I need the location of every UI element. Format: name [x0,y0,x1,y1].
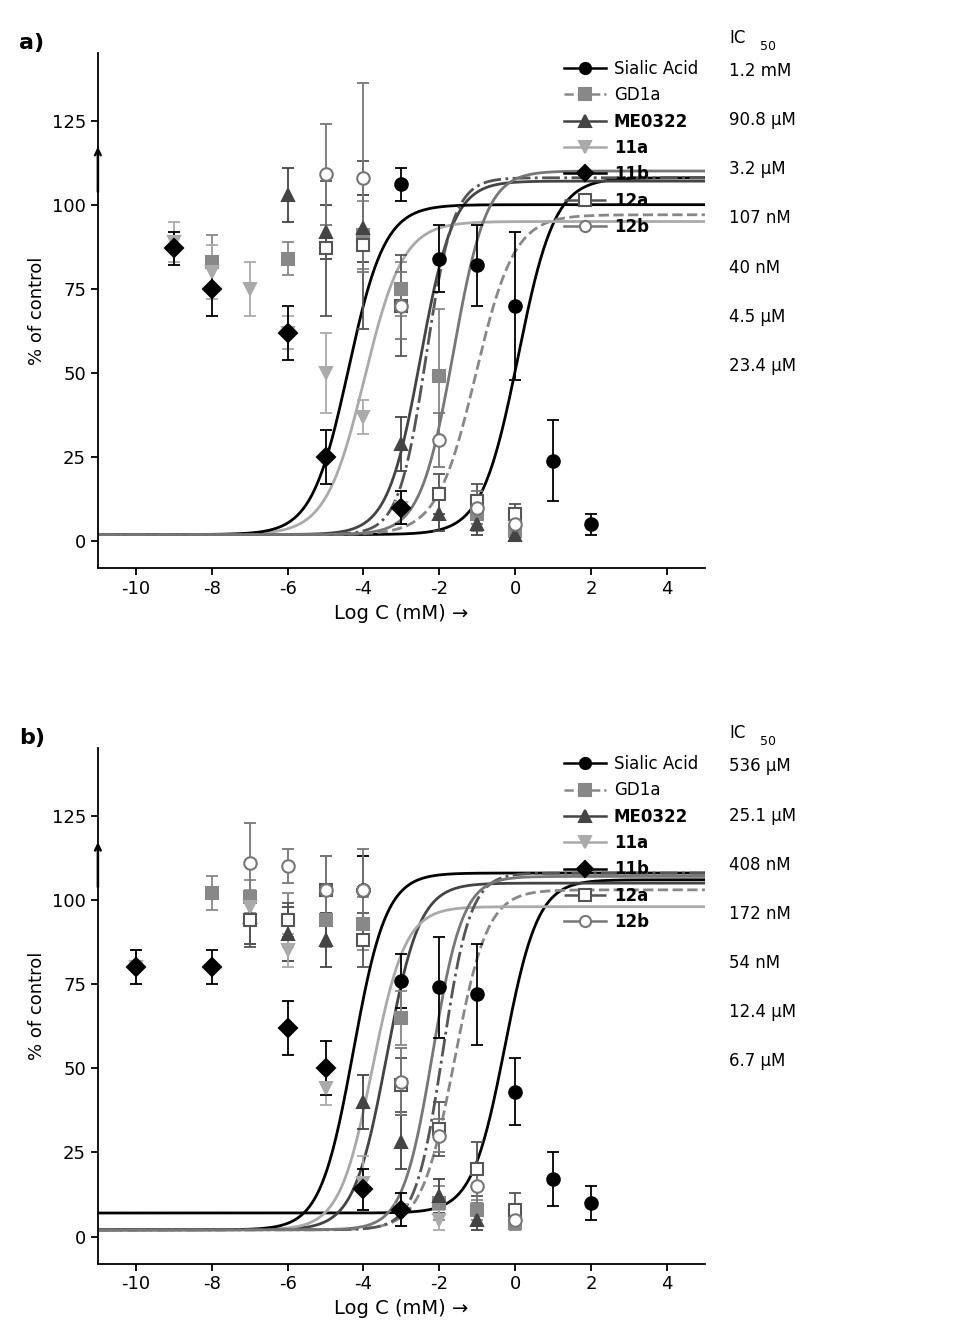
X-axis label: Log C (mM) →: Log C (mM) → [333,604,468,622]
Text: 50: 50 [759,735,775,749]
Text: a): a) [19,33,44,53]
Text: b): b) [19,728,45,747]
Text: 90.8 μM: 90.8 μM [729,112,795,129]
Text: 3.2 μM: 3.2 μM [729,161,785,178]
Text: 4.5 μM: 4.5 μM [729,307,785,326]
Text: IC: IC [729,28,745,47]
Text: 12.4 μM: 12.4 μM [729,1003,796,1021]
Text: 23.4 μM: 23.4 μM [729,356,796,375]
Text: 54 nM: 54 nM [729,954,779,972]
Text: 408 nM: 408 nM [729,855,790,874]
Y-axis label: % of control: % of control [28,257,46,364]
Legend: Sialic Acid, GD1a, ME0322, 11a, 11b, 12a, 12b: Sialic Acid, GD1a, ME0322, 11a, 11b, 12a… [556,53,704,242]
Text: 1.2 mM: 1.2 mM [729,63,791,80]
Text: 25.1 μM: 25.1 μM [729,806,796,825]
Legend: Sialic Acid, GD1a, ME0322, 11a, 11b, 12a, 12b: Sialic Acid, GD1a, ME0322, 11a, 11b, 12a… [556,749,704,938]
Text: 536 μM: 536 μM [729,758,790,775]
Y-axis label: % of control: % of control [28,952,46,1060]
Text: IC: IC [729,724,745,742]
X-axis label: Log C (mM) →: Log C (mM) → [333,1299,468,1318]
Text: 50: 50 [759,40,775,53]
Text: 40 nM: 40 nM [729,258,779,277]
Text: 6.7 μM: 6.7 μM [729,1052,785,1071]
Text: 107 nM: 107 nM [729,209,790,227]
Text: 172 nM: 172 nM [729,904,790,923]
